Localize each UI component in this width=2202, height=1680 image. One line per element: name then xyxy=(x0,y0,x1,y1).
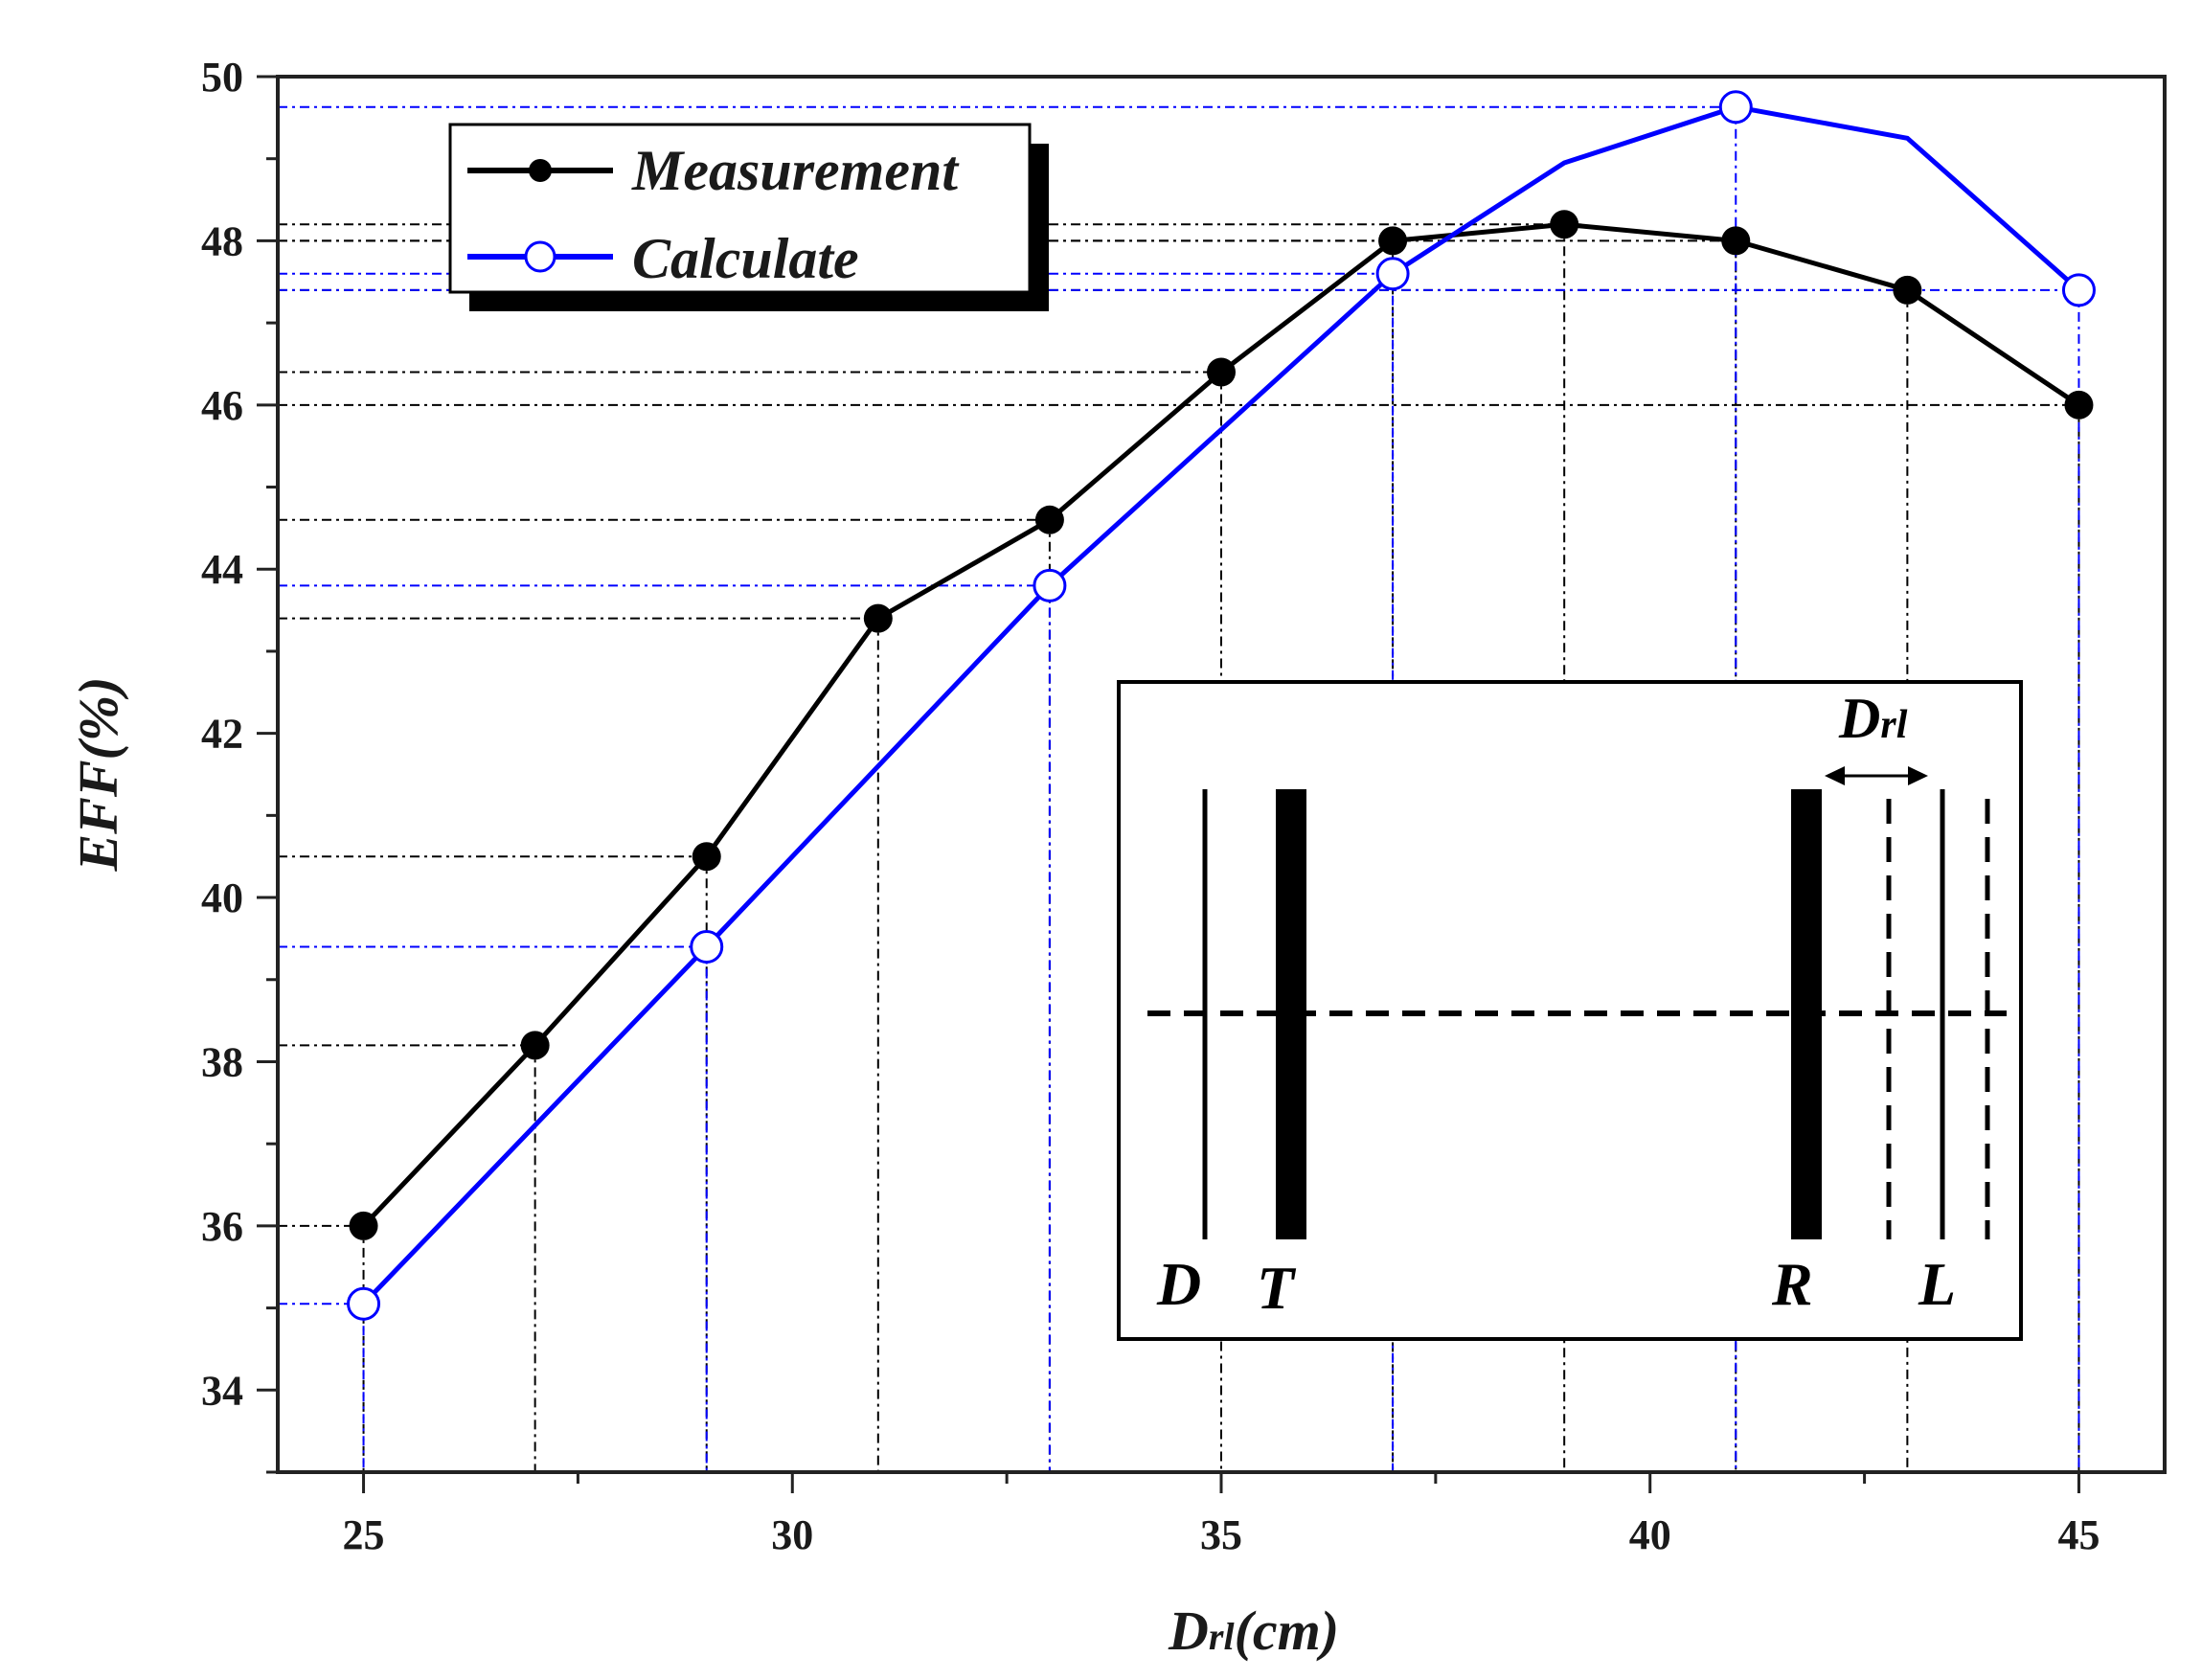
x-tick-label: 30 xyxy=(771,1511,813,1558)
x-tick-label: 25 xyxy=(343,1511,385,1558)
y-tick-label: 40 xyxy=(201,874,243,921)
measurement-point xyxy=(863,603,893,633)
measurement-point xyxy=(1893,275,1922,305)
inset-label-t: T xyxy=(1257,1254,1297,1322)
legend-calculate-label: Calculate xyxy=(632,227,859,290)
y-tick-label: 48 xyxy=(201,217,243,264)
y-axis-ticks: 34 36 38 40 42 44 46 48 50 xyxy=(201,54,278,1474)
inset-label-r: R xyxy=(1771,1250,1813,1318)
measurement-point xyxy=(520,1031,550,1060)
series-markers xyxy=(347,90,2096,1321)
x-axis-ticks: 25 30 35 40 45 xyxy=(343,1472,2100,1558)
inset-arrowhead-right xyxy=(1908,766,1928,785)
x-axis-title: Drl(cm) xyxy=(1168,1600,1339,1662)
legend-measurement-marker xyxy=(529,159,552,182)
legend-calculate-marker xyxy=(524,240,556,273)
inset-dimension-label: Drl xyxy=(1838,687,1908,750)
y-tick-label: 44 xyxy=(201,546,243,593)
x-tick-label: 45 xyxy=(2057,1511,2100,1558)
y-tick-label: 36 xyxy=(201,1203,243,1250)
calculate-point xyxy=(1718,90,1753,125)
measurement-point xyxy=(1721,226,1751,256)
inset-label-l: L xyxy=(1918,1250,1956,1318)
y-tick-label: 38 xyxy=(201,1038,243,1085)
measurement-point xyxy=(692,842,721,872)
calculate-point xyxy=(347,1286,381,1321)
y-tick-label: 42 xyxy=(201,711,243,758)
legend-measurement-label: Measurement xyxy=(631,139,960,202)
measurement-point xyxy=(2064,390,2094,420)
legend: Measurement Calculate xyxy=(448,123,1049,311)
y-axis-title: EFF(%) xyxy=(67,677,129,873)
measurement-point xyxy=(1550,210,1579,239)
y-tick-label: 34 xyxy=(201,1367,243,1414)
x-tick-label: 35 xyxy=(1200,1511,1242,1558)
measurement-point xyxy=(1378,226,1408,256)
inset-diagram: Drl D T R L xyxy=(1117,680,2023,1341)
calculate-point xyxy=(1375,257,1410,291)
measurement-point xyxy=(1207,357,1236,387)
inset-r-element xyxy=(1791,789,1822,1239)
measurement-point xyxy=(349,1211,378,1240)
y-tick-label: 50 xyxy=(201,54,243,101)
inset-label-d: D xyxy=(1156,1250,1201,1318)
calculate-line xyxy=(361,104,2081,1306)
measurement-point xyxy=(1034,505,1064,534)
calculate-point xyxy=(1033,568,1067,602)
y-tick-label: 46 xyxy=(201,382,243,429)
x-tick-label: 40 xyxy=(1629,1511,1671,1558)
calculate-point xyxy=(2061,273,2096,307)
inset-t-element xyxy=(1276,789,1306,1239)
calculate-point xyxy=(690,929,724,964)
inset-arrowhead-left xyxy=(1825,766,1845,785)
